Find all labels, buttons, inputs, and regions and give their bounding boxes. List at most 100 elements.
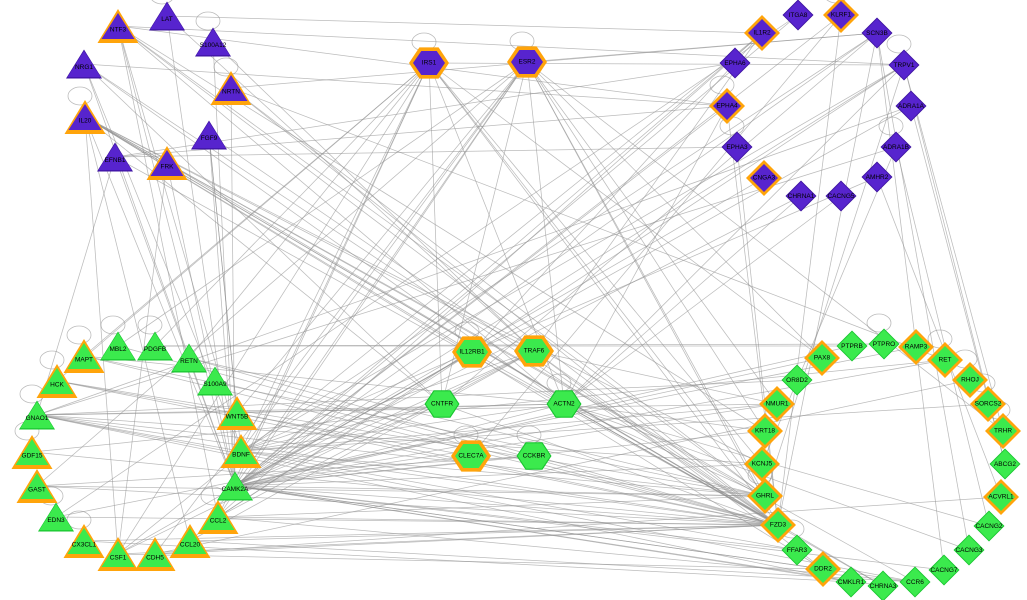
edge-CCR6-CCL20 — [189, 540, 916, 583]
edge-CCR6-GNAO1 — [36, 414, 916, 583]
node-DDR2[interactable]: DDR2 — [805, 551, 841, 587]
node-FFAR3[interactable]: FFAR3 — [781, 534, 813, 566]
node-MBL2[interactable]: MBL2 — [100, 331, 136, 361]
node-EFNB1[interactable]: EFNB1 — [97, 142, 133, 172]
node-PAX8[interactable]: PAX8 — [804, 340, 840, 376]
edge-IL12RB1-CCL2 — [217, 351, 473, 518]
node-label: CACNG7 — [930, 566, 958, 574]
edge-ACVRL1-CDH5 — [154, 496, 1002, 555]
node-KCNJ5[interactable]: KCNJ5 — [744, 446, 780, 482]
node-AMHR2[interactable]: AMHR2 — [861, 161, 893, 193]
edge-FZD3-EFNB1 — [114, 156, 779, 526]
node-ACTN2[interactable]: ACTN2 — [546, 389, 582, 419]
node-label: EPHA3 — [726, 143, 748, 151]
node-RETN[interactable]: RETN — [171, 343, 207, 373]
node-PTPRB[interactable]: PTPRB — [836, 330, 868, 362]
node-NTF3[interactable]: NTF3 — [97, 9, 139, 43]
node-label: PAX8 — [813, 354, 831, 362]
node-label: MBL2 — [109, 346, 127, 354]
node-label: CACNG3 — [955, 546, 983, 554]
node-S100A12[interactable]: S100A12 — [195, 27, 231, 57]
node-CACNG7[interactable]: CACNG7 — [928, 554, 960, 586]
node-ADRA1A[interactable]: ADRA1A — [895, 90, 927, 122]
node-CAMK2A[interactable]: CAMK2A — [217, 471, 253, 501]
node-label: PDGFB — [143, 346, 167, 354]
node-WNT5B[interactable]: WNT5B — [216, 396, 258, 430]
node-EPHA4[interactable]: EPHA4 — [709, 88, 745, 124]
node-CACNG2[interactable]: CACNG2 — [973, 510, 1005, 542]
edge-GHRL-GAST — [36, 485, 766, 497]
node-CLEC7A[interactable]: CLEC7A — [451, 439, 491, 473]
node-CNGA3[interactable]: CNGA3 — [746, 160, 782, 196]
edge-FZD3-SCN3B — [777, 32, 878, 526]
node-GDF15[interactable]: GDF15 — [11, 435, 53, 469]
node-TRHR[interactable]: TRHR — [985, 413, 1021, 449]
node-CCKBR[interactable]: CCKBR — [516, 441, 552, 471]
self-loop-TRPV1 — [886, 34, 912, 54]
node-GHRL[interactable]: GHRL — [747, 478, 783, 514]
node-ACVRL1[interactable]: ACVRL1 — [983, 479, 1019, 515]
node-GAST[interactable]: GAST — [16, 469, 58, 503]
node-CMKLR1[interactable]: CMKLR1 — [835, 566, 867, 598]
node-EPHA3[interactable]: EPHA3 — [721, 131, 753, 163]
node-CCL2[interactable]: CCL2 — [197, 500, 239, 534]
node-FGF9[interactable]: FGF9 — [191, 120, 227, 150]
edge-FZD3-S100A9 — [214, 380, 779, 526]
node-ITGA8[interactable]: ITGA8 — [782, 0, 814, 31]
node-GNAO1[interactable]: GNAO1 — [19, 400, 55, 430]
edge-CAMK2A-NMUR1 — [234, 403, 778, 487]
edge-FZD3-EDN3 — [55, 516, 779, 526]
node-S100A9[interactable]: S100A9 — [197, 366, 233, 396]
node-PTPRO[interactable]: PTPRO — [868, 328, 900, 360]
node-IL20[interactable]: IL20 — [64, 100, 106, 134]
node-CSF1[interactable]: CSF1 — [97, 537, 139, 571]
node-ADRA1B[interactable]: ADRA1B — [880, 131, 912, 163]
node-CCL20[interactable]: CCL20 — [169, 524, 211, 558]
node-RET[interactable]: RET — [927, 342, 963, 378]
node-label: GNAO1 — [25, 415, 49, 423]
node-SCN3B[interactable]: SCN3B — [861, 17, 893, 49]
node-ABCG2[interactable]: ABCG2 — [989, 448, 1021, 480]
node-label: FZD3 — [769, 521, 787, 529]
node-NRG1[interactable]: NRG1 — [66, 49, 102, 79]
node-CACNG5[interactable]: CACNG5 — [825, 180, 857, 212]
node-CDH5[interactable]: CDH5 — [134, 537, 176, 571]
self-loop-PTPRO — [866, 313, 892, 333]
node-KLRF1[interactable]: KLRF1 — [823, 0, 859, 33]
node-label: GDF15 — [21, 452, 43, 460]
node-CHRNA3[interactable]: CHRNA3 — [867, 570, 899, 600]
node-NRTN[interactable]: NRTN — [210, 71, 252, 105]
edge-FZD3-CCL2 — [217, 516, 779, 526]
node-ESR2[interactable]: ESR2 — [507, 45, 547, 79]
edge-SCN3B-CNTFR — [441, 32, 878, 405]
node-MAPT[interactable]: MAPT — [63, 339, 105, 373]
node-label: FFAR3 — [786, 546, 808, 554]
node-PDGFB[interactable]: PDGFB — [137, 331, 173, 361]
node-label: SCN3B — [866, 29, 888, 37]
node-IRS1[interactable]: IRS1 — [409, 46, 449, 80]
node-CNTFR[interactable]: CNTFR — [424, 389, 460, 419]
node-OR8D2[interactable]: OR8D2 — [781, 364, 813, 396]
node-TRPV1[interactable]: TRPV1 — [888, 49, 920, 81]
node-IL12RB1[interactable]: IL12RB1 — [452, 335, 492, 369]
node-label: ABCG2 — [993, 460, 1017, 468]
edge-KRT18-ACTN2 — [563, 403, 766, 432]
node-TRAF6[interactable]: TRAF6 — [514, 334, 554, 368]
node-IL1R2[interactable]: IL1R2 — [744, 15, 780, 51]
self-loop-CX3CL1 — [66, 510, 92, 530]
node-CHRNA1[interactable]: CHRNA1 — [785, 180, 817, 212]
node-CACNG3[interactable]: CACNG3 — [953, 534, 985, 566]
node-FRK[interactable]: FRK — [146, 146, 188, 180]
edge-TRPV1-ACTN2 — [563, 64, 905, 405]
edge-CCKBR-GAST — [36, 455, 535, 487]
node-NMUR1[interactable]: NMUR1 — [759, 386, 795, 422]
node-CCR6[interactable]: CCR6 — [899, 566, 931, 598]
node-EDN3[interactable]: EDN3 — [38, 502, 74, 532]
node-BDNF[interactable]: BDNF — [220, 434, 262, 468]
edge-NTF3-ACTN2 — [117, 25, 565, 405]
node-LAT[interactable]: LAT — [149, 1, 185, 31]
edge-CAMK2A-IL20 — [84, 116, 236, 487]
self-loop-MBL2 — [100, 315, 126, 335]
node-EPHA6[interactable]: EPHA6 — [719, 47, 751, 79]
